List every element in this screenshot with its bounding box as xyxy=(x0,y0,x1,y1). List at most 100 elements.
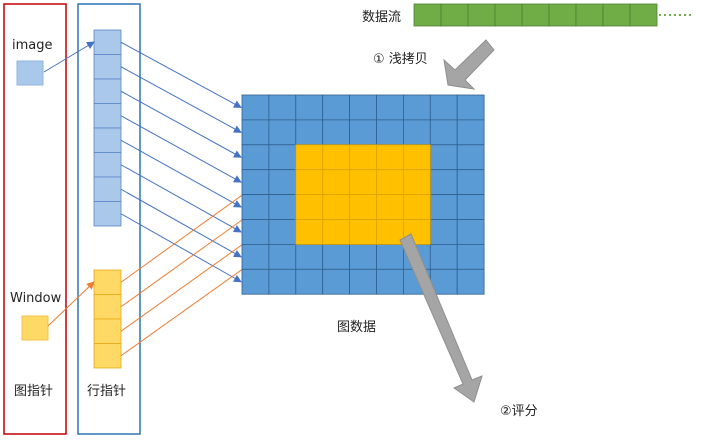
image-row-pointer-cell xyxy=(93,78,122,104)
image-row-pointer-cell xyxy=(93,54,122,80)
image-grid-cell xyxy=(429,169,458,195)
image-grid-cell xyxy=(429,219,458,245)
image-grid-cell xyxy=(376,268,404,295)
image-row-arrow xyxy=(120,164,242,233)
data-stream-label: 数据流 xyxy=(362,10,401,25)
image-data-label: 图数据 xyxy=(337,320,376,335)
image-grid-cell xyxy=(456,144,485,171)
window-grid-cell xyxy=(322,194,351,220)
image-grid-cell xyxy=(456,219,485,245)
image-row-pointer-cell xyxy=(93,127,122,153)
image-grid-cell xyxy=(456,119,485,146)
image-row-arrow xyxy=(120,41,242,108)
image-grid-cell xyxy=(429,243,458,270)
image-row-arrow xyxy=(120,188,242,258)
image-grid-cell xyxy=(295,243,324,270)
image-row-pointer-column xyxy=(93,29,122,227)
data-stream-segment xyxy=(413,3,442,27)
window-label: Window xyxy=(10,291,62,306)
data-stream-segment xyxy=(629,3,658,27)
image-row-pointer-cell xyxy=(93,103,122,129)
data-stream-segment xyxy=(521,3,550,27)
window-pointer-arrow xyxy=(47,281,95,327)
row-pointer-label: 行指针 xyxy=(87,384,126,399)
image-pointer-square xyxy=(16,60,44,86)
image-grid-cell xyxy=(241,169,270,195)
image-grid-cell xyxy=(241,119,270,146)
data-stream-bar xyxy=(413,3,658,27)
image-grid-cell xyxy=(349,268,377,295)
window-row-pointer-cell xyxy=(93,294,122,320)
shallow-copy-arrow xyxy=(443,39,495,90)
image-grid-cell xyxy=(268,243,297,270)
window-grid-cell xyxy=(295,219,324,245)
image-grid-cell xyxy=(295,119,324,146)
window-grid-cell xyxy=(349,169,377,195)
window-grid-cell xyxy=(295,194,324,220)
image-grid-cell xyxy=(429,94,458,121)
image-row-arrow xyxy=(120,139,242,208)
window-pointer-square xyxy=(21,315,49,341)
row-pointer-frame xyxy=(77,3,141,435)
window-grid-cell xyxy=(376,194,404,220)
image-label: image xyxy=(12,38,53,53)
image-grid-cell xyxy=(295,268,324,295)
window-grid-cell xyxy=(402,144,431,171)
window-row-pointer-cell xyxy=(93,269,122,295)
image-grid-cell xyxy=(456,194,485,220)
window-grid-cell xyxy=(322,219,351,245)
image-grid-cell xyxy=(349,94,377,121)
window-grid-cell xyxy=(349,194,377,220)
scoring-arrow xyxy=(399,233,483,403)
window-grid-cell xyxy=(349,144,377,171)
image-data-grid xyxy=(241,94,485,295)
image-grid-cell xyxy=(268,268,297,295)
image-grid-cell xyxy=(268,144,297,171)
window-grid-cell xyxy=(376,219,404,245)
image-grid-cell xyxy=(268,194,297,220)
image-grid-cell xyxy=(322,243,351,270)
image-grid-cell xyxy=(456,94,485,121)
image-grid-cell xyxy=(429,144,458,171)
image-grid-cell xyxy=(322,268,351,295)
data-stream-segment xyxy=(467,3,496,27)
window-grid-cell xyxy=(322,144,351,171)
image-pointer-arrow xyxy=(43,41,95,73)
image-grid-cell xyxy=(268,94,297,121)
image-grid-cell xyxy=(402,94,431,121)
data-stream-segment xyxy=(602,3,631,27)
image-grid-cell xyxy=(349,243,377,270)
image-grid-cell xyxy=(241,194,270,220)
image-grid-cell xyxy=(376,119,404,146)
image-grid-cell xyxy=(376,94,404,121)
image-pointer-frame xyxy=(3,3,67,435)
window-row-pointer-column xyxy=(93,269,122,369)
image-row-pointer-cell xyxy=(93,176,122,202)
image-row-pointer-cell xyxy=(93,201,122,227)
image-row-pointer-cell xyxy=(93,29,122,55)
image-grid-cell xyxy=(241,94,270,121)
image-grid-cell xyxy=(456,169,485,195)
window-row-pointer-cell xyxy=(93,318,122,344)
image-pointer-label: 图指针 xyxy=(14,384,53,399)
image-grid-cell xyxy=(349,119,377,146)
data-stream-segment xyxy=(494,3,523,27)
image-grid-cell xyxy=(322,119,351,146)
image-grid-cell xyxy=(241,243,270,270)
data-stream-segment xyxy=(440,3,469,27)
data-stream-segment xyxy=(575,3,604,27)
image-grid-cell xyxy=(376,243,404,270)
image-grid-cell xyxy=(456,268,485,295)
image-grid-cell xyxy=(322,94,351,121)
window-row-pointer-cell xyxy=(93,343,122,369)
image-row-arrow xyxy=(120,115,242,183)
image-row-pointer-cell xyxy=(93,152,122,178)
image-grid-cell xyxy=(268,219,297,245)
image-grid-cell xyxy=(241,268,270,295)
image-grid-cell xyxy=(295,94,324,121)
window-grid-cell xyxy=(295,169,324,195)
shallow-copy-label: ① 浅拷贝 xyxy=(373,52,428,67)
scoring-label: ②评分 xyxy=(500,404,538,419)
window-grid-cell xyxy=(376,144,404,171)
